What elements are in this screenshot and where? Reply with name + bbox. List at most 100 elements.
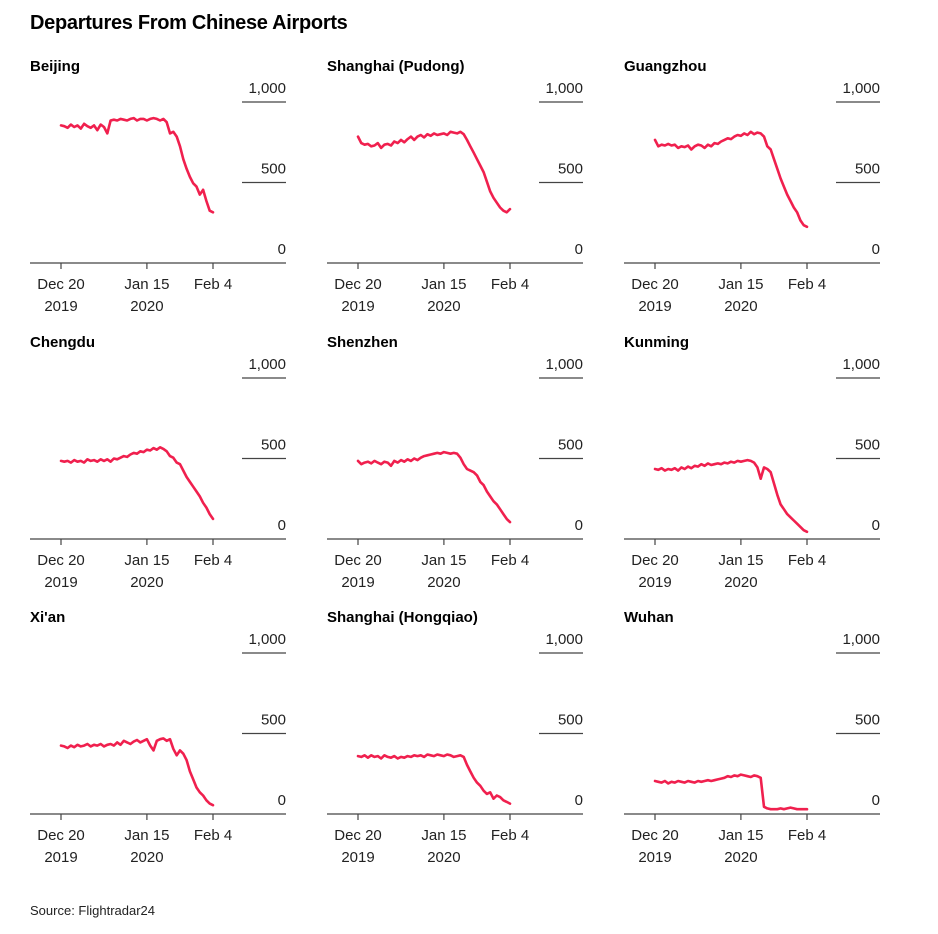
line-chart: 1,000 500 0 Dec 20 2019 Jan 15 2020 Feb 4 <box>327 631 583 866</box>
series-line-guangzhou <box>653 130 809 229</box>
chart-panel-beijing: Beijing 1,000 500 0 Dec 20 2019 Jan 15 2020 Feb … <box>30 58 330 348</box>
x-tick-label: 2019 <box>44 849 77 866</box>
chart-title: Departures From Chinese Airports <box>30 12 348 34</box>
x-tick-label: Feb 4 <box>788 827 826 844</box>
x-tick-label: 2019 <box>638 298 671 315</box>
y-tick-label: 1,000 <box>248 356 286 373</box>
line-chart: 1,000 500 0 Dec 20 2019 Jan 15 2020 Feb 4 <box>30 356 286 591</box>
x-tick-label: Jan 15 <box>718 827 763 844</box>
x-tick-label: 2019 <box>638 849 671 866</box>
panel-title: Shanghai (Hongqiao) <box>327 609 478 626</box>
series-line-wuhan <box>653 773 809 811</box>
x-tick-label: 2020 <box>130 849 163 866</box>
x-tick-label: Feb 4 <box>788 276 826 293</box>
panel-title: Shanghai (Pudong) <box>327 58 465 75</box>
x-tick-label: 2020 <box>130 574 163 591</box>
y-tick-label: 0 <box>278 517 286 534</box>
x-tick-label: Dec 20 <box>631 276 679 293</box>
x-tick-label: Jan 15 <box>718 276 763 293</box>
x-tick-label: Feb 4 <box>491 276 529 293</box>
y-tick-label: 1,000 <box>545 356 583 373</box>
y-tick-label: 0 <box>575 241 583 258</box>
x-tick-label: 2020 <box>427 574 460 591</box>
y-tick-label: 500 <box>261 712 286 729</box>
panel-title: Xi'an <box>30 609 66 626</box>
x-tick-label: 2019 <box>341 574 374 591</box>
y-tick-label: 0 <box>575 517 583 534</box>
series-line-shenzhen <box>356 450 512 524</box>
x-tick-label: Feb 4 <box>491 552 529 569</box>
y-tick-label: 0 <box>278 792 286 809</box>
source-note: Source: Flightradar24 <box>30 903 156 918</box>
y-tick-label: 0 <box>872 241 880 258</box>
line-chart: 1,000 500 0 Dec 20 2019 Jan 15 2020 Feb 4 <box>624 631 880 866</box>
x-tick-label: 2020 <box>724 574 757 591</box>
x-tick-label: 2020 <box>427 298 460 315</box>
y-tick-label: 1,000 <box>842 356 880 373</box>
x-tick-label: 2019 <box>44 298 77 315</box>
y-tick-label: 1,000 <box>842 631 880 648</box>
chart-panel-shanghai-pudong: Shanghai (Pudong) 1,000 500 0 Dec 20 2019 Jan … <box>327 58 627 348</box>
y-tick-label: 0 <box>278 241 286 258</box>
x-tick-label: Feb 4 <box>194 827 232 844</box>
line-chart: 1,000 500 0 Dec 20 2019 Jan 15 2020 Feb 4 <box>624 80 880 315</box>
panel-title: Beijing <box>30 58 81 75</box>
line-chart: 1,000 500 0 Dec 20 2019 Jan 15 2020 Feb 4 <box>30 80 286 315</box>
y-tick-label: 1,000 <box>842 80 880 97</box>
x-tick-label: Dec 20 <box>334 276 382 293</box>
line-chart: 1,000 500 0 Dec 20 2019 Jan 15 2020 Feb 4 <box>624 356 880 591</box>
chart-panel-wuhan: Wuhan 1,000 500 0 Dec 20 2019 Jan 15 2020 Feb 4 <box>624 609 924 899</box>
series-line-chengdu <box>59 446 215 521</box>
chart-panel-guangzhou: Guangzhou 1,000 500 0 Dec 20 2019 Jan 15 2020 Fe… <box>624 58 924 348</box>
x-tick-label: 2019 <box>638 574 671 591</box>
x-tick-label: Jan 15 <box>421 552 466 569</box>
x-tick-label: Dec 20 <box>334 552 382 569</box>
chart-panel-shanghai-hongqiao: Shanghai (Hongqiao) 1,000 500 0 Dec 20 2019 Ja… <box>327 609 627 899</box>
y-tick-label: 0 <box>872 517 880 534</box>
x-tick-label: Dec 20 <box>334 827 382 844</box>
y-tick-label: 500 <box>558 712 583 729</box>
x-tick-label: Feb 4 <box>788 552 826 569</box>
y-tick-label: 500 <box>558 161 583 178</box>
x-tick-label: Feb 4 <box>194 276 232 293</box>
x-tick-label: Feb 4 <box>491 827 529 844</box>
x-tick-label: Dec 20 <box>37 276 85 293</box>
x-tick-label: Jan 15 <box>124 276 169 293</box>
y-tick-label: 0 <box>575 792 583 809</box>
chart-panel-kunming: Kunming 1,000 500 0 Dec 20 2019 Jan 15 2020 Feb … <box>624 334 924 624</box>
y-tick-label: 500 <box>855 712 880 729</box>
y-tick-label: 1,000 <box>248 80 286 97</box>
line-chart: 1,000 500 0 Dec 20 2019 Jan 15 2020 Feb 4 <box>327 80 583 315</box>
panel-title: Guangzhou <box>624 58 707 75</box>
y-tick-label: 500 <box>261 161 286 178</box>
y-tick-label: 1,000 <box>545 631 583 648</box>
chart-panel-shenzhen: Shenzhen 1,000 500 0 Dec 20 2019 Jan 15 2020 Feb… <box>327 334 627 624</box>
y-tick-label: 500 <box>558 437 583 454</box>
panel-title: Kunming <box>624 334 689 351</box>
panel-title: Shenzhen <box>327 334 398 351</box>
x-tick-label: 2020 <box>724 298 757 315</box>
x-tick-label: Dec 20 <box>631 827 679 844</box>
x-tick-label: Jan 15 <box>718 552 763 569</box>
line-chart: 1,000 500 0 Dec 20 2019 Jan 15 2020 Feb 4 <box>327 356 583 591</box>
y-tick-label: 500 <box>855 437 880 454</box>
y-tick-label: 0 <box>872 792 880 809</box>
x-tick-label: 2020 <box>130 298 163 315</box>
x-tick-label: Feb 4 <box>194 552 232 569</box>
x-tick-label: Dec 20 <box>631 552 679 569</box>
series-line-xi-an <box>59 737 215 807</box>
x-tick-label: 2019 <box>341 298 374 315</box>
y-tick-label: 1,000 <box>545 80 583 97</box>
panel-title: Chengdu <box>30 334 95 351</box>
x-tick-label: 2020 <box>427 849 460 866</box>
chart-panel-xi-an: Xi'an 1,000 500 0 Dec 20 2019 Jan 15 2020 Feb 4 <box>30 609 330 899</box>
x-tick-label: 2020 <box>724 849 757 866</box>
x-tick-label: Jan 15 <box>421 827 466 844</box>
series-line-shanghai-pudong <box>356 130 512 214</box>
chart-panel-chengdu: Chengdu 1,000 500 0 Dec 20 2019 Jan 15 2020 Feb … <box>30 334 330 624</box>
x-tick-label: Dec 20 <box>37 827 85 844</box>
x-tick-label: 2019 <box>341 849 374 866</box>
x-tick-label: Jan 15 <box>124 552 169 569</box>
x-tick-label: Dec 20 <box>37 552 85 569</box>
series-line-beijing <box>59 116 215 214</box>
